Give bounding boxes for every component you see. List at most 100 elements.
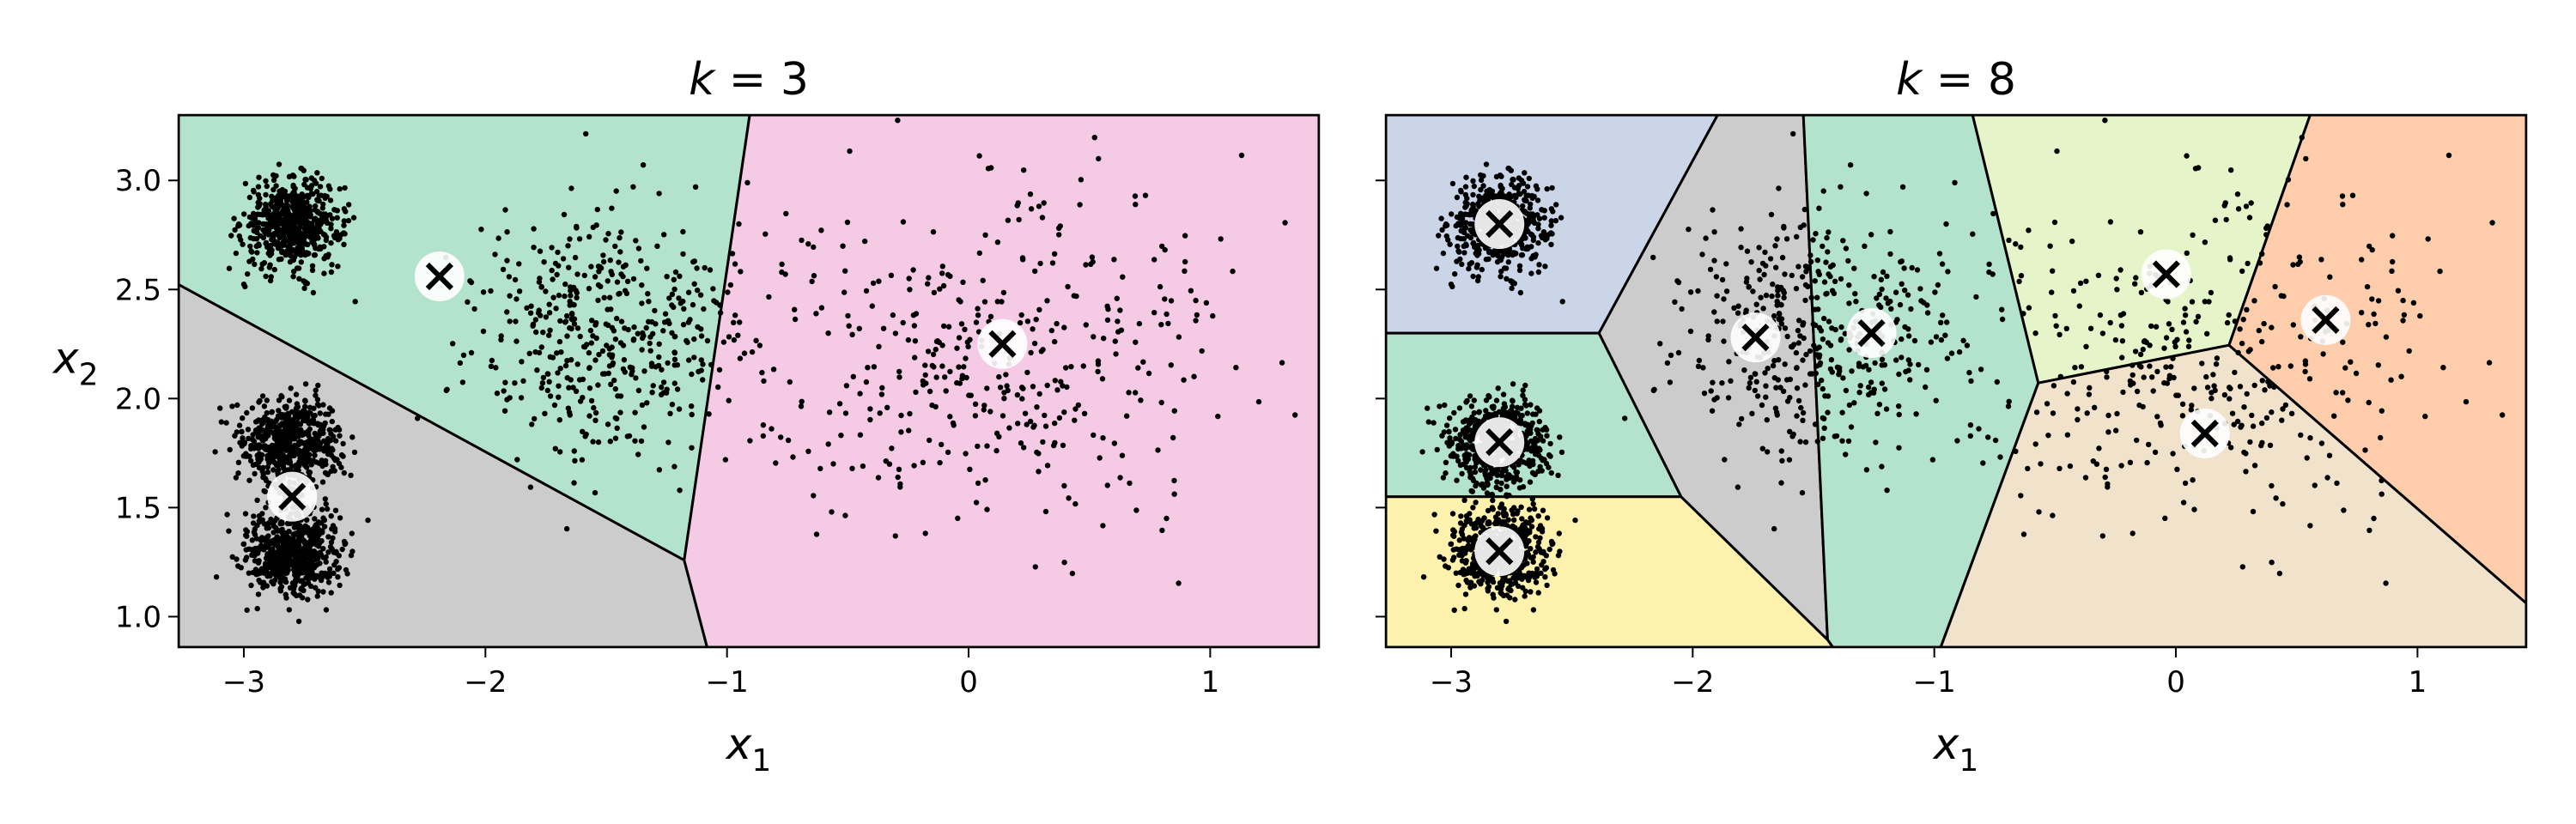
data-point [1083,322,1090,328]
data-point [649,390,655,396]
data-point [1420,574,1427,580]
data-point [818,227,824,233]
data-point [313,245,319,251]
data-point [249,537,255,543]
data-point [981,299,988,305]
data-point [1548,470,1555,476]
data-point [1829,325,1835,331]
data-point [1762,370,1768,376]
data-point [1548,230,1554,236]
data-point [264,469,271,476]
data-point [557,318,563,324]
data-point [2401,312,2408,318]
data-point [1794,385,1801,391]
data-point [263,505,269,511]
data-point [1764,417,1770,423]
data-point [1853,299,1859,305]
data-point [1896,371,1902,378]
data-point [1117,475,1123,481]
data-point [305,221,311,227]
data-point [727,282,734,288]
data-point [289,173,296,179]
data-point [1800,357,1806,363]
data-point [534,367,540,373]
data-point [1483,257,1490,263]
data-point [1695,288,1701,294]
data-point [1451,409,1457,416]
data-point [1799,274,1806,280]
data-point [842,512,848,518]
data-point [1538,549,1545,555]
data-point [316,228,322,235]
data-point [273,173,279,179]
data-point [1773,264,1779,270]
data-point [1787,376,1794,383]
data-point [1887,251,1893,258]
data-point [704,337,711,344]
data-point [1459,526,1466,532]
data-point [671,356,678,362]
data-point [1019,385,1025,391]
data-point [1883,295,1889,301]
data-point [270,530,276,536]
data-point [298,413,305,420]
data-point [1801,320,1807,326]
data-point [659,384,665,391]
data-point [1797,224,1803,230]
data-point [836,401,843,407]
data-point [813,311,819,317]
data-point [809,278,815,285]
data-point [528,303,534,309]
data-point [1489,492,1496,498]
data-point [568,357,574,363]
data-point [1509,408,1515,415]
data-point [240,241,246,247]
data-point [1905,292,1911,298]
data-point [1507,248,1514,255]
data-point [546,301,552,307]
data-point [1509,181,1515,188]
data-point [1526,570,1532,576]
data-point [311,178,318,184]
data-point [1840,375,1846,381]
data-point [307,583,314,590]
data-point [641,424,647,430]
data-point [1754,393,1761,399]
data-point [618,229,624,235]
data-point [1793,286,1800,292]
data-point [531,245,537,251]
data-point [976,153,982,159]
data-point [951,422,957,428]
data-point [297,455,303,462]
data-point [2184,250,2190,257]
data-point [1018,312,1024,318]
data-point [659,391,665,397]
data-point [892,533,899,539]
data-point [265,533,271,539]
data-point [302,413,308,420]
data-point [495,235,501,241]
data-point [817,465,823,472]
data-point [1824,234,1830,241]
data-point [1547,440,1553,447]
data-point [538,283,544,290]
data-point [415,415,421,421]
x-axis-label: x1 [725,719,772,779]
data-point [1818,328,1825,334]
data-point [640,330,646,336]
data-point [346,202,352,208]
data-point [255,184,262,190]
data-point [1823,259,1829,265]
data-point [320,589,326,595]
data-point [1163,515,1170,522]
data-point [889,445,895,451]
data-point [255,211,261,217]
data-point [1471,539,1477,546]
data-point [233,250,240,257]
data-point [1899,281,1905,287]
data-point [1847,162,1854,168]
data-point [1111,257,1117,263]
data-point [238,565,244,571]
data-point [1145,370,1152,377]
